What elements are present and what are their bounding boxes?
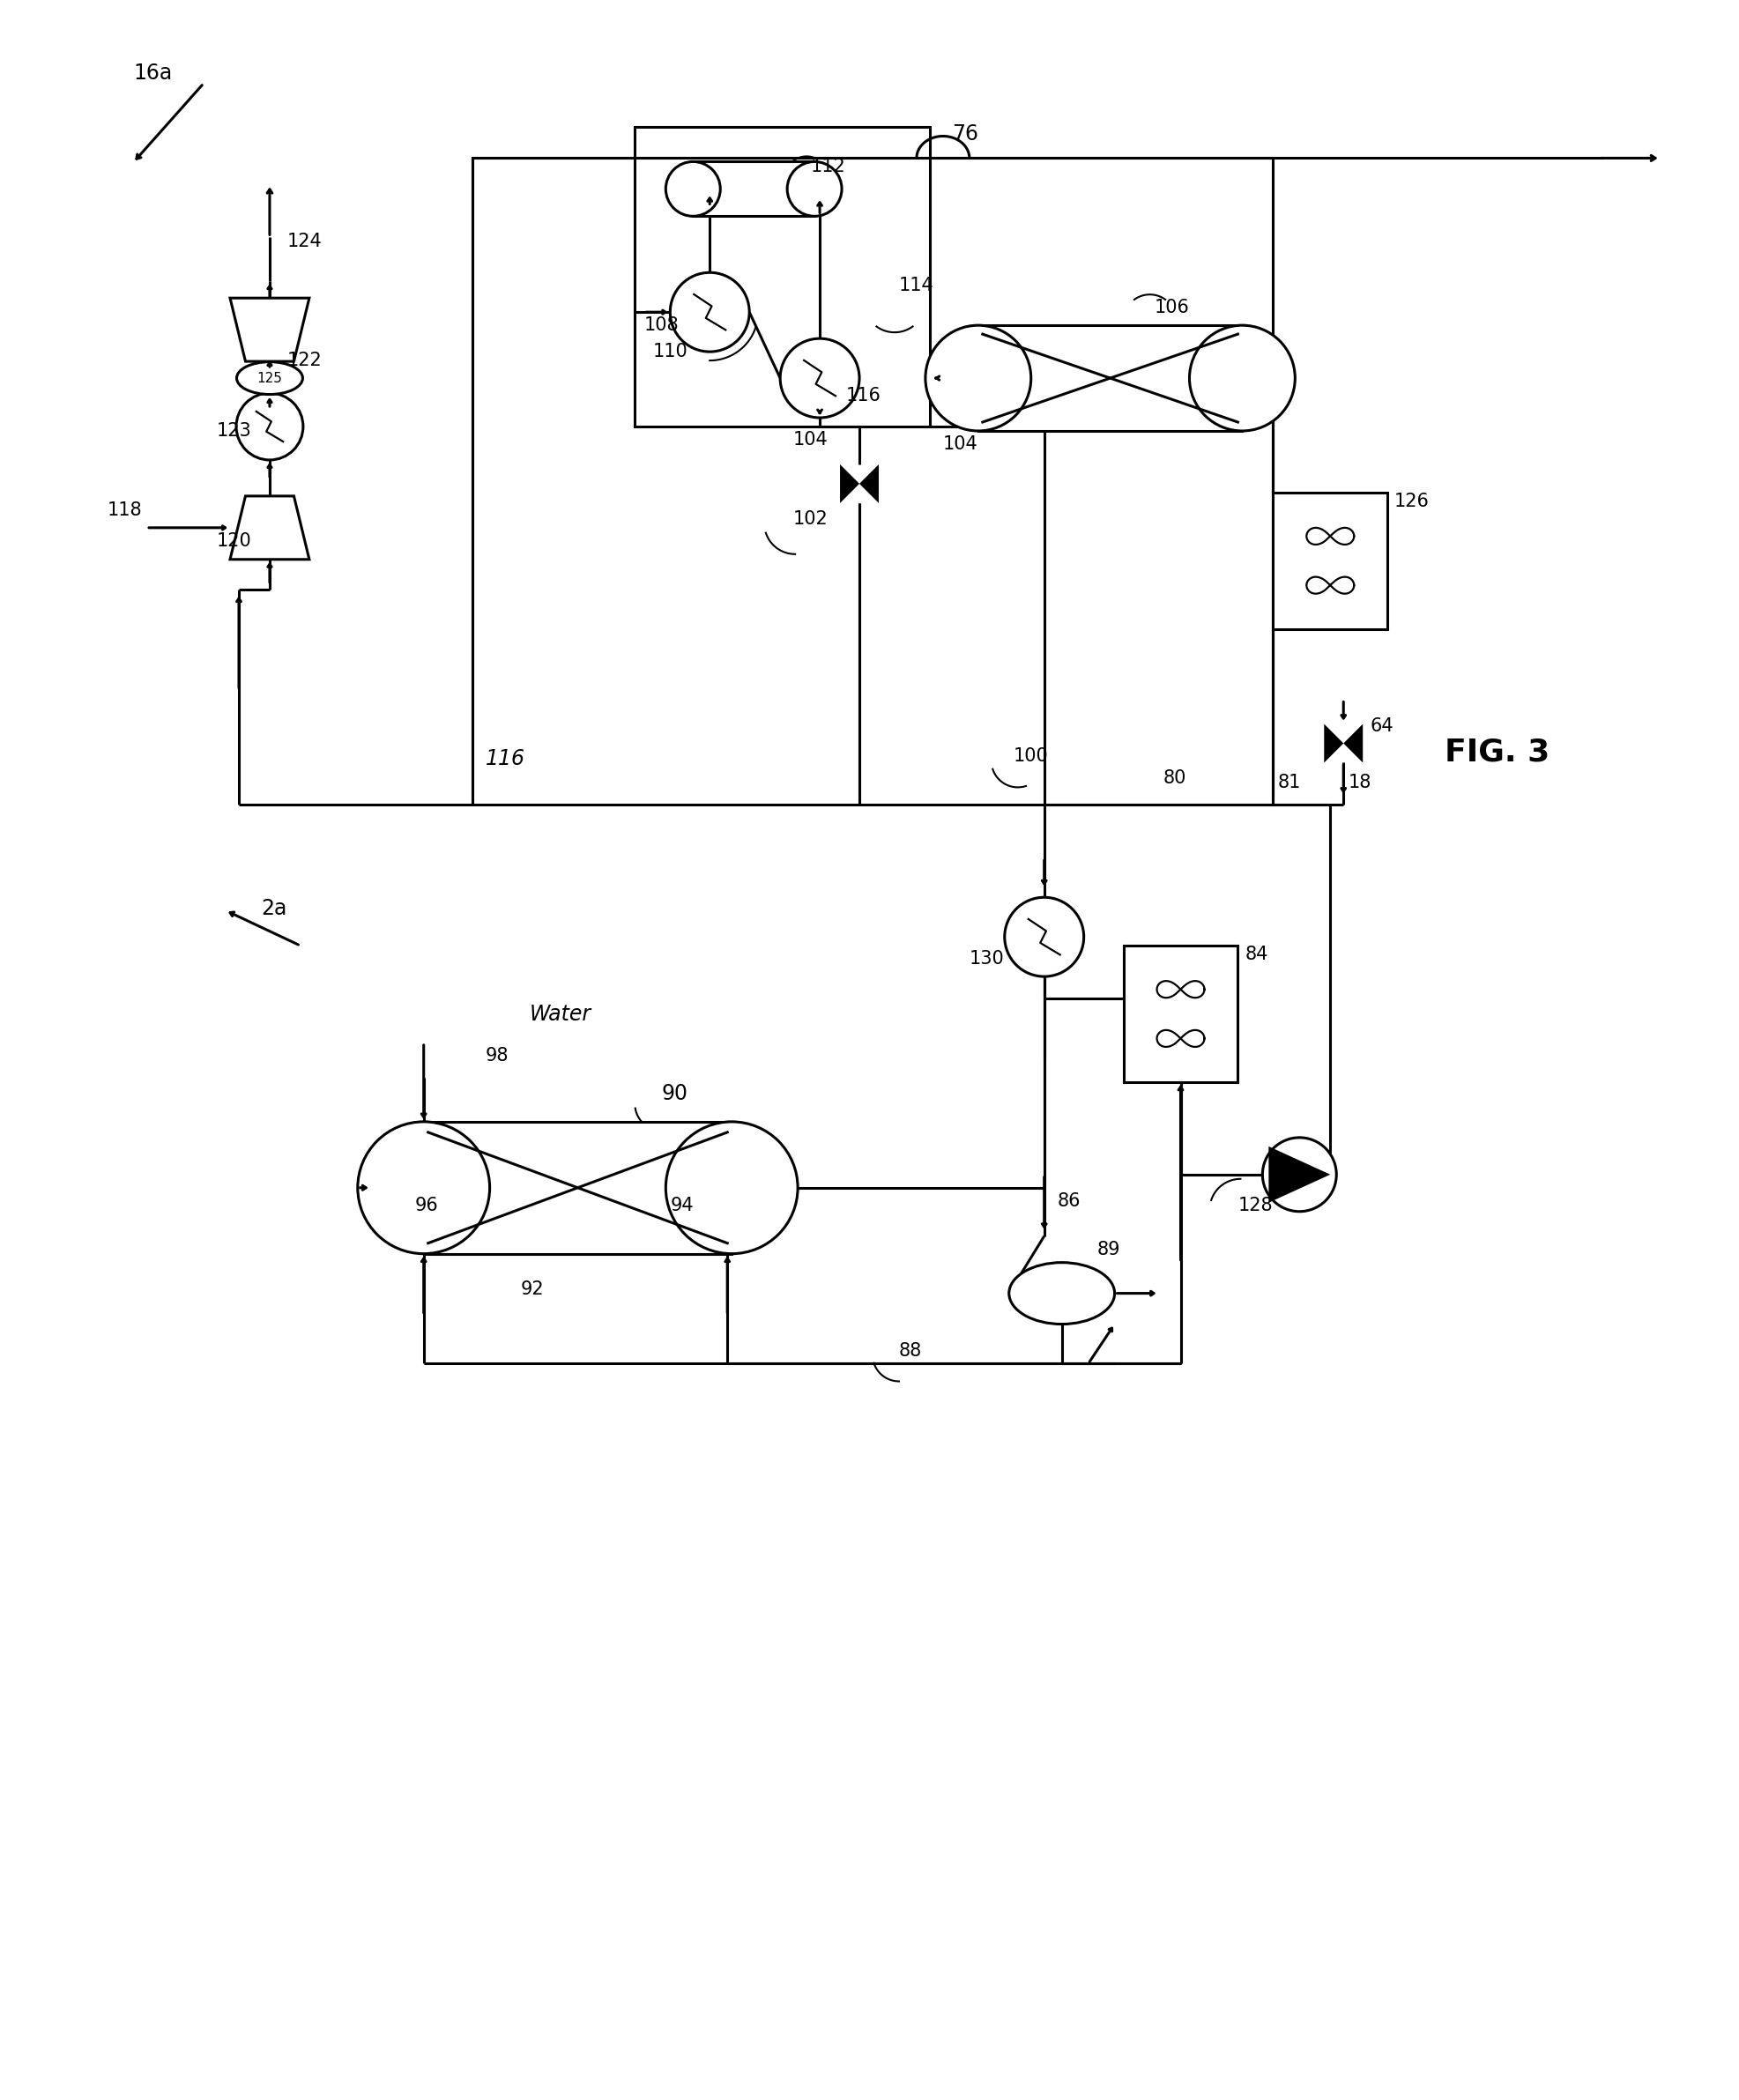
Text: 90: 90: [661, 1084, 687, 1105]
Polygon shape: [230, 298, 310, 361]
Text: 84: 84: [1245, 945, 1268, 964]
Text: 108: 108: [643, 317, 678, 334]
Text: 2a: 2a: [261, 899, 287, 920]
Ellipse shape: [666, 162, 720, 216]
Text: 16a: 16a: [134, 63, 172, 84]
Circle shape: [670, 273, 750, 351]
Bar: [1273, 494, 1386, 628]
Text: 124: 124: [287, 233, 322, 250]
Text: 118: 118: [106, 502, 141, 519]
Bar: [424, 1121, 732, 1254]
Text: 92: 92: [520, 1281, 544, 1298]
Text: 94: 94: [670, 1197, 694, 1214]
Text: 98: 98: [485, 1048, 508, 1065]
Circle shape: [1003, 897, 1083, 976]
Polygon shape: [1343, 724, 1362, 762]
Circle shape: [237, 393, 303, 460]
Circle shape: [779, 338, 859, 418]
Text: 18: 18: [1348, 775, 1370, 792]
Ellipse shape: [358, 1121, 489, 1254]
Text: 123: 123: [217, 422, 252, 439]
Text: FIG. 3: FIG. 3: [1443, 737, 1549, 767]
Polygon shape: [230, 496, 310, 559]
Text: 114: 114: [899, 277, 934, 294]
Text: 89: 89: [1097, 1241, 1120, 1258]
Circle shape: [1263, 1138, 1336, 1212]
Ellipse shape: [925, 326, 1031, 430]
Bar: [692, 162, 814, 216]
Text: 128: 128: [1236, 1197, 1273, 1214]
Text: 81: 81: [1276, 775, 1301, 792]
Ellipse shape: [1009, 1262, 1115, 1325]
Bar: [635, 128, 929, 426]
Ellipse shape: [666, 1121, 798, 1254]
Text: 122: 122: [287, 351, 322, 370]
Polygon shape: [1323, 724, 1343, 762]
Text: 64: 64: [1369, 716, 1393, 735]
Ellipse shape: [1189, 326, 1294, 430]
Bar: [471, 158, 1273, 804]
Text: Water: Water: [529, 1004, 591, 1025]
Polygon shape: [840, 464, 859, 504]
Ellipse shape: [237, 361, 303, 395]
Text: 80: 80: [1162, 771, 1186, 788]
Text: 125: 125: [257, 372, 282, 384]
Text: 116: 116: [485, 748, 525, 771]
Text: 130: 130: [969, 949, 1003, 968]
Text: 76: 76: [951, 124, 977, 145]
Bar: [1123, 945, 1236, 1082]
Text: 102: 102: [793, 510, 828, 527]
Text: 120: 120: [217, 531, 252, 550]
Text: 86: 86: [1057, 1193, 1080, 1210]
Text: 100: 100: [1012, 748, 1049, 764]
Bar: [977, 326, 1242, 430]
Text: 96: 96: [414, 1197, 438, 1214]
Polygon shape: [859, 464, 878, 504]
Ellipse shape: [786, 162, 842, 216]
Polygon shape: [1268, 1147, 1330, 1203]
Text: 88: 88: [899, 1342, 922, 1359]
Text: 104: 104: [943, 435, 977, 454]
Text: 126: 126: [1395, 494, 1429, 510]
Text: 116: 116: [845, 386, 882, 405]
Text: 106: 106: [1153, 298, 1189, 317]
Text: 110: 110: [652, 342, 687, 361]
Text: 104: 104: [793, 430, 828, 449]
Text: 112: 112: [810, 158, 845, 176]
